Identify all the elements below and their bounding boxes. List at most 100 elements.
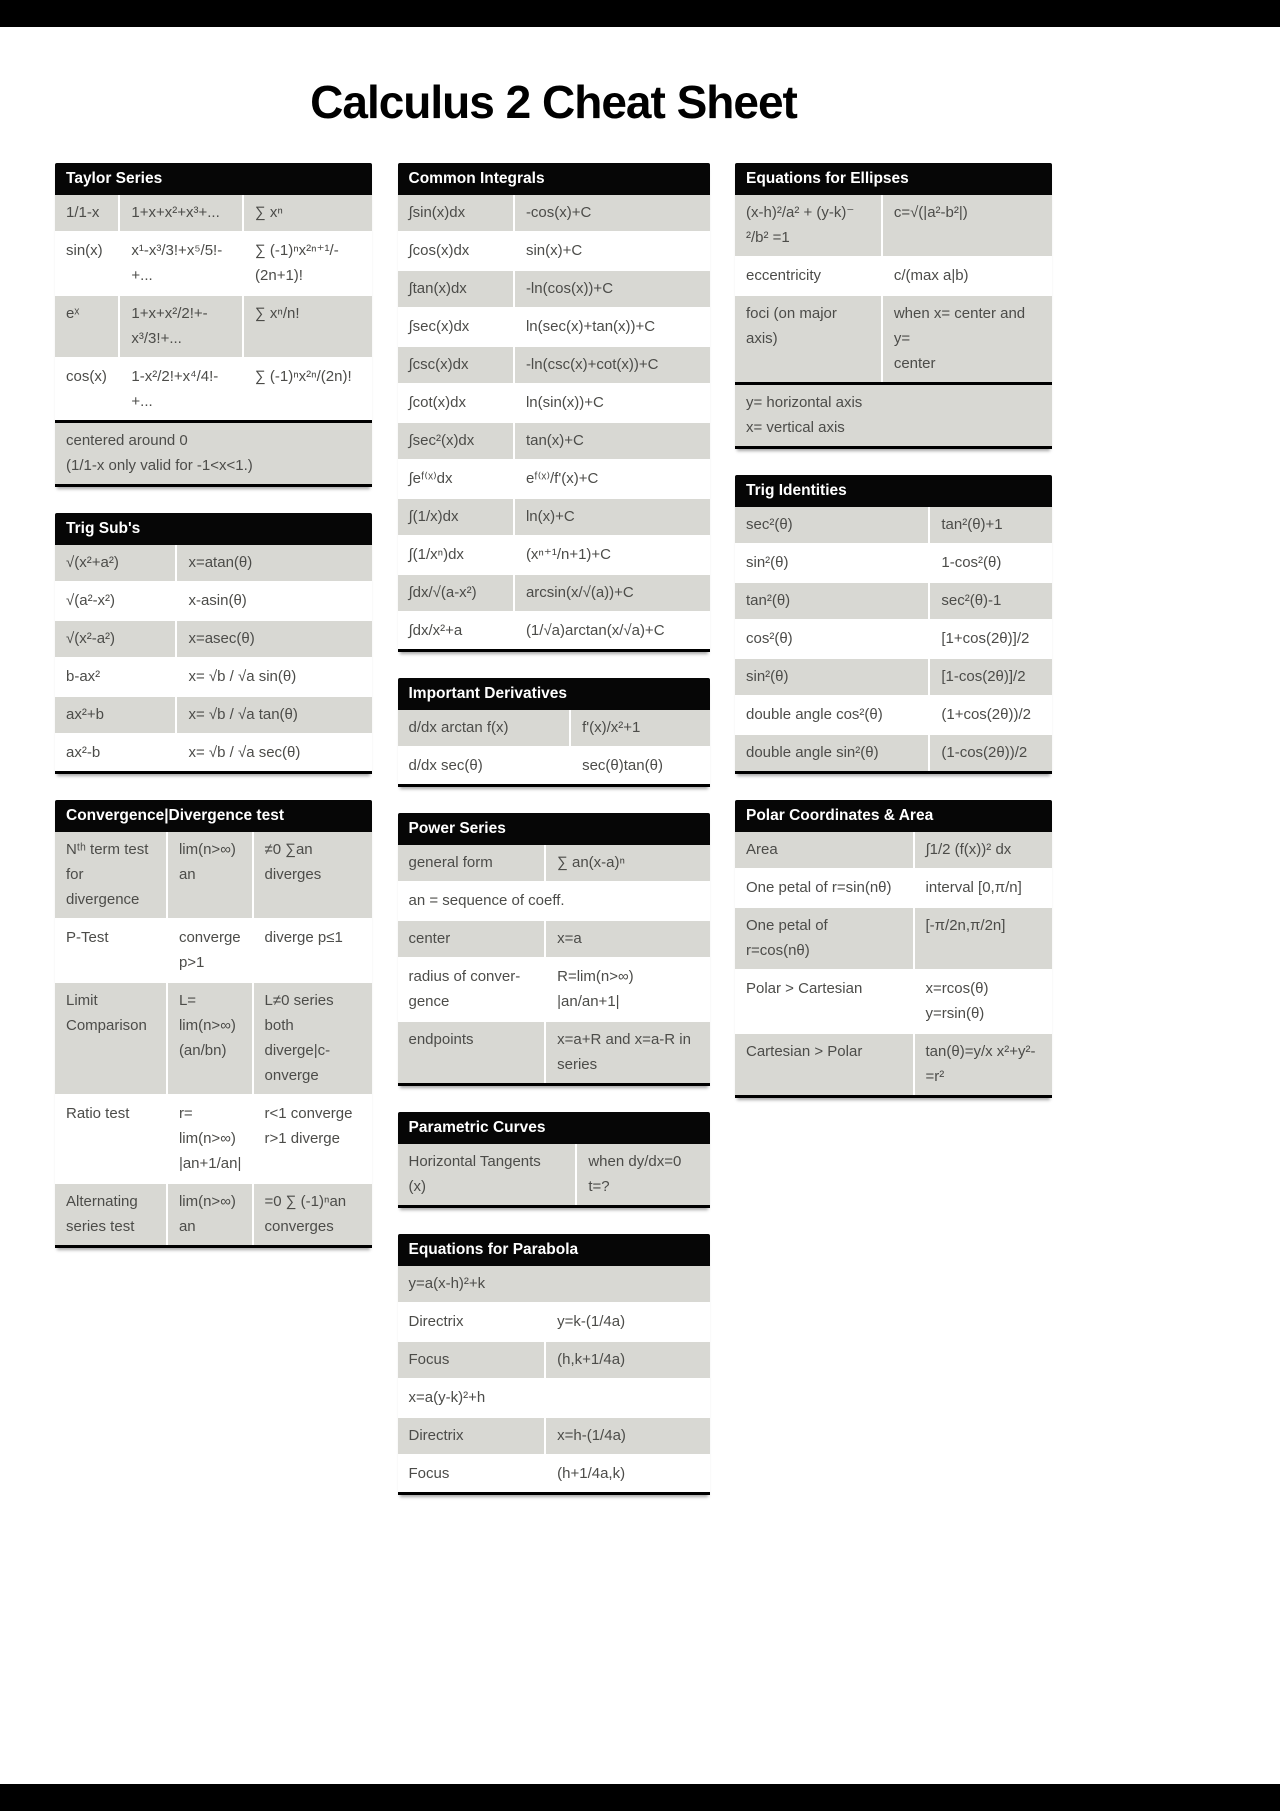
table-row: (x-h)²/a² + (y-k)⁻ ²/b² =1 c=√(|a²-b²|) xyxy=(735,195,1052,256)
table-cell: -cos(x)+C xyxy=(512,195,710,231)
table-cell: sin²(θ) xyxy=(746,668,789,685)
table-cell: sec²(θ)-1 xyxy=(928,583,1052,619)
table-row: double angle cos²(θ) (1+cos(2θ))/2 xyxy=(735,695,1052,733)
table-cell: [-π/2n,π/2n] xyxy=(912,908,1052,969)
table-cell: [1-cos(2θ)]/2 xyxy=(928,659,1052,695)
table-cell: x= √b / √a sin(θ) xyxy=(175,659,372,695)
table-row: Horizontal Tangents (x) when dy/dx=0 t=? xyxy=(397,1144,710,1205)
columns-container: Taylor Series 1/1-x 1+x+x²+x³+... ∑ xⁿ sin(x… xyxy=(55,163,1052,1521)
table-cell: ln(sec(x)+tan(x))+C xyxy=(512,309,710,345)
top-bar xyxy=(0,0,1280,27)
table-cell: ∫eᶠ⁽ˣ⁾dx xyxy=(408,470,453,487)
table-cell: eˣ xyxy=(66,305,80,322)
table-row: Focus (h+1/4a,k) xyxy=(397,1454,710,1492)
table-power-series: Power Series general form ∑ an(x-a)ⁿ an = s… xyxy=(397,813,710,1086)
table-cell: (h+1/4a,k) xyxy=(544,1456,709,1492)
table-cell: ∫sin(x)dx xyxy=(408,204,466,221)
table-cell: One petal of r=cos(nθ) xyxy=(746,917,828,959)
table-row: 1/1-x 1+x+x²+x³+... ∑ xⁿ xyxy=(55,195,372,231)
table-cell: tan²(θ)+1 xyxy=(928,507,1052,543)
table-row: d/dx sec(θ) sec(θ)tan(θ) xyxy=(397,746,710,784)
table-cell: ∫cot(x)dx xyxy=(408,394,466,411)
table-cell: ∑ xⁿ/n! xyxy=(242,296,372,357)
table-cell: x= √b / √a tan(θ) xyxy=(175,697,372,733)
table-convergence-divergence-test: Convergence|Divergence test Nᵗʰ term test… xyxy=(55,800,372,1248)
table-cell: 1-x²/2!+x⁴/4!- +... xyxy=(118,359,242,420)
table-row: eˣ 1+x+x²/2!+- x³/3!+... ∑ xⁿ/n! xyxy=(55,294,372,357)
table-cell: (1/√a)arctan(x/√a)+C xyxy=(512,613,710,649)
table-cell: center xyxy=(408,930,451,947)
table-cell: c/(max a|b) xyxy=(880,258,1052,294)
table-cell: Polar > Cartesian xyxy=(746,980,863,997)
table-cell: lim(n>∞) an xyxy=(165,832,252,918)
table-row: Ratio test r= lim(n>∞) |an+1/an| r<1 conve… xyxy=(55,1094,372,1182)
table-cell: sec²(θ) xyxy=(746,516,793,533)
table-cell: arcsin(x/√(a))+C xyxy=(512,575,710,611)
table-cell: 1-cos²(θ) xyxy=(928,545,1052,581)
table-cell: Horizontal Tangents (x) xyxy=(408,1153,541,1195)
table-cell: ∫sec(x)dx xyxy=(408,318,470,335)
table-row: eccentricity c/(max a|b) xyxy=(735,256,1052,294)
table-cell: 1+x+x²+x³+... xyxy=(118,195,242,231)
table-cell: x¹-x³/3!+x⁵/5!- +... xyxy=(118,233,242,294)
table-row: ∫sin(x)dx -cos(x)+C xyxy=(397,195,710,231)
table-cell: r<1 converge r>1 diverge xyxy=(251,1096,372,1182)
table-row: general form ∑ an(x-a)ⁿ xyxy=(397,845,710,881)
table-cell: L≠0 series both diverge|c- onverge xyxy=(251,983,372,1094)
table-row: One petal of r=cos(nθ) [-π/2n,π/2n] xyxy=(735,906,1052,969)
table-cell: x=h-(1/4a) xyxy=(544,1418,709,1454)
table-cell: ∑ (-1)ⁿx²ⁿ⁺¹/- (2n+1)! xyxy=(242,233,372,294)
column-3: Equations for Ellipses (x-h)²/a² + (y-k)⁻… xyxy=(735,163,1052,1124)
section-title: Important Derivatives xyxy=(397,678,710,710)
table-row: √(x²-a²) x=asec(θ) xyxy=(55,619,372,657)
table-cell: eᶠ⁽ˣ⁾/f'(x)+C xyxy=(512,461,710,497)
table-cell: √(a²-x²) xyxy=(66,592,116,609)
table-cell: [1+cos(2θ)]/2 xyxy=(928,621,1052,657)
table-cell: sec(θ)tan(θ) xyxy=(569,748,709,784)
table-row: Limit Comparison L= lim(n>∞) (an/bn) L≠0 s… xyxy=(55,981,372,1094)
section-title: Convergence|Divergence test xyxy=(55,800,372,832)
table-cell: when x= center and y= center xyxy=(880,296,1052,382)
table-parametric-curves: Parametric Curves Horizontal Tangents (x)… xyxy=(397,1112,710,1208)
table-cell: x= √b / √a sec(θ) xyxy=(175,735,372,771)
table-cell: ≠0 ∑an diverges xyxy=(251,832,372,918)
page-title: Calculus 2 Cheat Sheet xyxy=(310,76,798,128)
table-row: ∫cos(x)dx sin(x)+C xyxy=(397,231,710,269)
section-title: Polar Coordinates & Area xyxy=(735,800,1052,832)
table-cell: x=a xyxy=(544,921,709,957)
table-cell: x=a(y-k)²+h xyxy=(408,1389,486,1406)
table-cell: =0 ∑ (-1)ⁿan converges xyxy=(251,1184,372,1245)
table-row: x=a(y-k)²+h xyxy=(397,1378,710,1416)
table-cell: x=atan(θ) xyxy=(175,545,372,581)
table-cell: -ln(csc(x)+cot(x))+C xyxy=(512,347,710,383)
table-cell: √(x²+a²) xyxy=(66,554,119,571)
table-row: cos²(θ) [1+cos(2θ)]/2 xyxy=(735,619,1052,657)
section-title: Trig Sub's xyxy=(55,513,372,545)
table-footer: centered around 0 (1/1-x only valid for … xyxy=(55,420,372,484)
table-trig-subs: Trig Sub's √(x²+a²) x=atan(θ) √(a²-x²) x-asi… xyxy=(55,513,372,774)
table-cell: general form xyxy=(408,854,493,871)
table-row: ∫sec(x)dx ln(sec(x)+tan(x))+C xyxy=(397,307,710,345)
table-cell: ∑ an(x-a)ⁿ xyxy=(544,845,709,881)
table-cell: √(x²-a²) xyxy=(66,630,116,647)
table-row: ∫csc(x)dx -ln(csc(x)+cot(x))+C xyxy=(397,345,710,383)
table-cell: double angle sin²(θ) xyxy=(746,744,879,761)
table-row: √(a²-x²) x-asin(θ) xyxy=(55,581,372,619)
table-cell: x=asec(θ) xyxy=(175,621,372,657)
table-row: √(x²+a²) x=atan(θ) xyxy=(55,545,372,581)
table-row: ∫cot(x)dx ln(sin(x))+C xyxy=(397,383,710,421)
table-cell: sin(x)+C xyxy=(512,233,710,269)
table-cell: endpoints xyxy=(408,1031,474,1048)
table-cell: ln(x)+C xyxy=(512,499,710,535)
table-cell: Directrix xyxy=(408,1313,464,1330)
table-row: tan²(θ) sec²(θ)-1 xyxy=(735,581,1052,619)
table-row: ∫dx/x²+a (1/√a)arctan(x/√a)+C xyxy=(397,611,710,649)
table-cell: ax²+b xyxy=(66,706,104,723)
table-cell: Cartesian > Polar xyxy=(746,1043,863,1060)
table-row: Directrix y=k-(1/4a) xyxy=(397,1302,710,1340)
table-cell: R=lim(n>∞) |an/an+1| xyxy=(544,959,709,1020)
column-2: Common Integrals ∫sin(x)dx -cos(x)+C ∫cos(x… xyxy=(397,163,710,1521)
table-cell: (h,k+1/4a) xyxy=(544,1342,709,1378)
table-footer: y= horizontal axis x= vertical axis xyxy=(735,382,1052,446)
table-cell: ∑ xⁿ xyxy=(242,195,372,231)
